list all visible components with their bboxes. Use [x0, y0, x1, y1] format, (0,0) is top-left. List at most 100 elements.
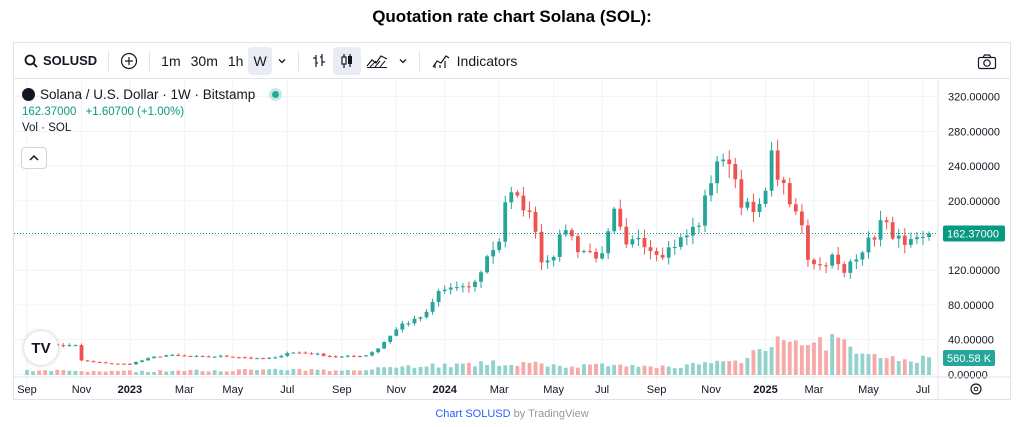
time-axis-tick: 2023	[118, 384, 142, 396]
price-axis-tick: 0.00000	[948, 369, 988, 381]
price-axis-tick: 40.00000	[948, 335, 994, 347]
volume-bar	[115, 370, 120, 375]
volume-bar	[400, 366, 405, 375]
toolbar-divider	[149, 50, 151, 71]
volume-bar	[642, 365, 647, 375]
candle-body	[769, 150, 774, 191]
volume-bar	[618, 364, 623, 375]
interval-30m-button[interactable]: 30m	[190, 52, 218, 69]
volume-bar	[121, 370, 126, 375]
candle-body	[636, 237, 641, 240]
volume-bar	[908, 361, 913, 375]
volume-bar	[830, 334, 835, 375]
chart-symbol-link[interactable]: Chart SOLUSD	[435, 408, 511, 420]
candle-body	[733, 164, 738, 180]
volume-bar	[194, 369, 199, 375]
candle-body	[406, 323, 411, 325]
indicators-button[interactable]: Indicators	[426, 47, 523, 75]
volume-bar	[860, 353, 865, 375]
volume-bar	[79, 371, 84, 375]
volume-bar	[285, 370, 290, 375]
price-axis-tick: 120.00000	[948, 265, 1000, 277]
interval-1h-button[interactable]: 1h	[227, 52, 244, 69]
volume-bar	[787, 341, 792, 375]
volume-bar	[921, 355, 925, 375]
candle-body	[497, 241, 502, 251]
volume-bar	[467, 362, 471, 375]
time-axis-tick: Sep	[647, 384, 667, 396]
volume-bar	[582, 364, 586, 375]
volume-bar	[739, 363, 744, 375]
candle-body	[200, 356, 205, 358]
area-style-button[interactable]	[361, 47, 393, 75]
volume-bar	[569, 366, 574, 375]
candle-body	[672, 246, 677, 248]
volume-bar	[818, 337, 822, 375]
volume-bar	[660, 365, 665, 375]
candle-body	[709, 183, 713, 196]
candle-body	[236, 357, 241, 359]
tradingview-logo[interactable]: TV	[24, 331, 58, 365]
market-status-icon[interactable]	[269, 87, 283, 101]
volume-bar	[751, 350, 756, 375]
gear-icon[interactable]	[970, 383, 982, 395]
volume-bar	[896, 361, 901, 375]
candle-body	[575, 236, 580, 253]
candle-body	[485, 256, 489, 273]
candle-body	[557, 234, 562, 257]
candle-body	[503, 202, 508, 242]
candle-body	[908, 239, 913, 245]
candle-body	[878, 220, 883, 240]
volume-bar	[854, 353, 859, 375]
collapse-legend-button[interactable]	[21, 147, 47, 169]
time-axis-tick: Sep	[17, 384, 37, 396]
candle-body	[85, 360, 90, 362]
volume-bar	[799, 345, 804, 375]
volume-bar	[255, 370, 259, 375]
volume-bar	[321, 369, 326, 375]
volume-bar	[364, 370, 368, 375]
candle-body	[793, 204, 798, 212]
toolbar-divider	[108, 50, 110, 71]
candle-body	[188, 355, 193, 357]
last-price-label: 162.37000	[947, 228, 999, 240]
candle-body	[358, 356, 362, 358]
legend-price: 162.37000	[22, 106, 77, 118]
candle-body	[479, 272, 483, 282]
volume-bar	[539, 363, 544, 375]
candle-body	[121, 363, 126, 365]
candle-body	[206, 356, 211, 358]
interval-week-button[interactable]: W	[248, 46, 272, 75]
candle-body	[848, 261, 853, 273]
volume-bar	[152, 371, 157, 375]
candle-body	[218, 355, 223, 357]
candle-body	[261, 358, 266, 360]
chart-style-dropdown-button[interactable]	[393, 47, 413, 75]
volume-bar	[684, 364, 689, 375]
candle-body	[140, 360, 144, 362]
compare-button[interactable]	[115, 47, 143, 75]
volume-bar	[866, 354, 871, 375]
interval-dropdown-button[interactable]	[272, 47, 292, 75]
price-chart[interactable]: 320.00000280.00000240.00000200.00000160.…	[14, 80, 1010, 400]
candle-body	[345, 355, 350, 357]
volume-bar	[85, 371, 90, 375]
time-axis-tick: Jul	[595, 384, 609, 396]
candles-style-button[interactable]	[332, 46, 361, 75]
volume-bar	[103, 371, 108, 375]
interval-1m-button[interactable]: 1m	[161, 52, 181, 69]
symbol-search-button[interactable]: SOLUSD	[19, 47, 102, 75]
candle-body	[666, 247, 671, 258]
volume-bar	[134, 372, 138, 375]
bars-style-button[interactable]	[305, 47, 333, 75]
candle-body	[630, 239, 635, 245]
candle-body	[212, 356, 217, 358]
candle-body	[690, 226, 695, 236]
volume-badge	[943, 350, 995, 366]
solana-logo-icon	[22, 87, 35, 101]
time-axis-tick: Jul	[916, 384, 930, 396]
time-axis-tick: May	[222, 384, 243, 396]
candle-body	[697, 225, 701, 227]
snapshot-button[interactable]	[972, 48, 1002, 76]
candle-body	[727, 159, 732, 165]
